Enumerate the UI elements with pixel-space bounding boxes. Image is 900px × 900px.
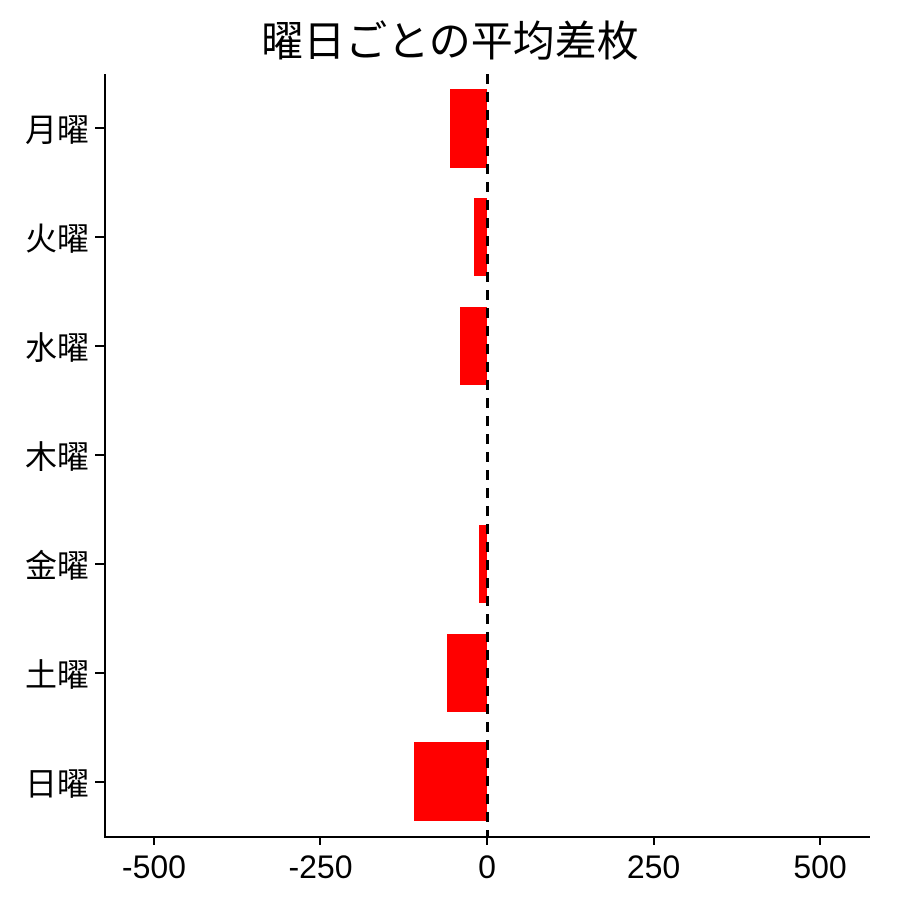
y-tick-mark: [95, 454, 104, 456]
bar: [414, 742, 487, 820]
x-tick-label: 500: [793, 849, 846, 886]
y-tick-label: 金曜: [0, 541, 89, 587]
y-tick-mark: [95, 563, 104, 565]
chart-title: 曜日ごとの平均差枚: [0, 8, 900, 69]
bar: [450, 89, 487, 167]
x-tick-mark: [153, 836, 155, 845]
y-axis-line: [104, 74, 106, 836]
bar: [460, 307, 487, 385]
y-tick-mark: [95, 236, 104, 238]
x-tick-label: -500: [122, 849, 186, 886]
y-tick-label: 水曜: [0, 323, 89, 369]
x-tick-mark: [319, 836, 321, 845]
y-tick-label: 木曜: [0, 432, 89, 478]
x-tick-label: -250: [288, 849, 352, 886]
y-tick-label: 土曜: [0, 650, 89, 696]
y-tick-label: 月曜: [0, 105, 89, 151]
y-tick-label: 火曜: [0, 214, 89, 260]
x-tick-mark: [486, 836, 488, 845]
y-tick-label: 日曜: [0, 759, 89, 805]
x-tick-mark: [819, 836, 821, 845]
y-tick-mark: [95, 345, 104, 347]
zero-reference-line: [486, 74, 489, 836]
y-tick-mark: [95, 672, 104, 674]
x-tick-label: 250: [627, 849, 680, 886]
bar: [447, 634, 487, 712]
x-tick-label: 0: [478, 849, 496, 886]
x-tick-mark: [653, 836, 655, 845]
y-tick-mark: [95, 781, 104, 783]
y-tick-mark: [95, 127, 104, 129]
chart-container: 曜日ごとの平均差枚 月曜火曜水曜木曜金曜土曜日曜 -500 -250 0 250 500: [0, 0, 900, 900]
